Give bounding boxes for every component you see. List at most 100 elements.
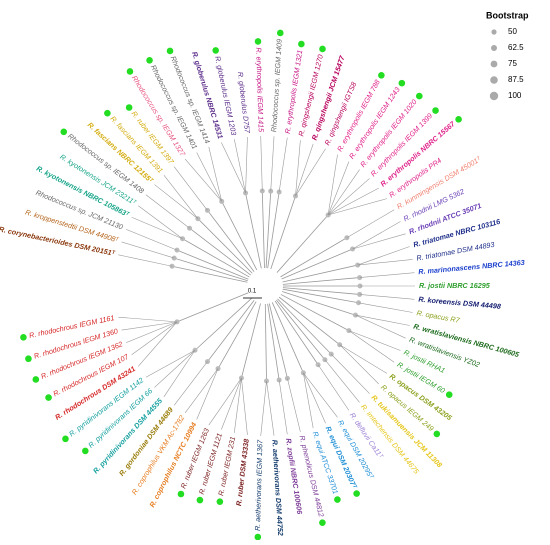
branch: [208, 146, 223, 202]
leaf-marker: [455, 116, 462, 123]
branch: [221, 377, 242, 430]
branch: [287, 378, 301, 432]
leaf-marker: [196, 496, 204, 504]
branch: [207, 210, 255, 272]
branch: [324, 359, 360, 403]
branch: [359, 272, 415, 278]
branch: [355, 314, 410, 326]
branch: [352, 233, 406, 250]
branch: [303, 372, 314, 429]
leaf-label: R. opacus R7: [416, 308, 461, 325]
branch: [121, 241, 175, 259]
branch: [163, 350, 196, 397]
legend-label: 50: [508, 27, 517, 36]
leaf-marker: [20, 334, 27, 341]
legend-label: 100: [508, 91, 522, 100]
branch: [266, 380, 275, 436]
branch: [260, 380, 267, 436]
branch: [295, 148, 326, 197]
leaf-marker: [378, 71, 385, 79]
leaf-marker: [126, 68, 134, 75]
leaf-marker: [254, 533, 262, 541]
branch: [241, 377, 248, 435]
branch: [245, 192, 262, 269]
leaf-marker: [212, 47, 220, 54]
branch: [268, 303, 288, 379]
branch: [327, 187, 379, 216]
branch: [276, 214, 329, 273]
leaf-label: Rhodococcus sp. IEGM 1409: [269, 39, 284, 133]
branch: [125, 229, 178, 251]
branch: [282, 291, 356, 316]
branch: [317, 364, 350, 411]
branch: [270, 195, 296, 270]
branch: [339, 344, 379, 385]
leaf-marker: [319, 45, 326, 53]
branch: [241, 303, 261, 379]
branch: [327, 161, 350, 216]
branch: [282, 288, 359, 304]
branch: [145, 194, 190, 229]
branch: [176, 292, 249, 323]
branch: [278, 296, 340, 346]
leaf-marker: [216, 498, 224, 505]
branch: [346, 209, 395, 238]
branch: [154, 184, 199, 219]
leaf-marker: [45, 394, 52, 401]
branch: [282, 264, 358, 283]
leaf-label: R. erythropolis IEGM 1415: [254, 47, 265, 133]
leaf-label: R. koreensis DSM 44498: [418, 295, 501, 311]
leaf-marker: [276, 29, 284, 37]
leaf-marker: [433, 430, 441, 438]
leaf-marker: [353, 490, 360, 497]
legend-symbol: [489, 91, 499, 101]
branch: [303, 372, 326, 424]
leaf-marker: [146, 57, 153, 64]
branch: [348, 330, 395, 363]
leaf-label: R. marinonascens NBRC 14363: [418, 258, 525, 276]
branch: [154, 350, 196, 388]
branch: [303, 372, 338, 418]
branch: [267, 191, 280, 269]
branch: [270, 136, 275, 192]
branch: [217, 301, 257, 369]
branch: [189, 227, 251, 276]
leaf-label: R. jostii NBRC 16295: [419, 281, 491, 290]
leaf-marker: [60, 128, 68, 136]
legend-box: [478, 6, 544, 110]
branch: [174, 257, 248, 282]
branch: [184, 368, 219, 414]
branch: [278, 137, 288, 193]
branch: [118, 254, 173, 267]
branch: [245, 137, 248, 194]
branch: [233, 139, 246, 194]
branch: [264, 303, 267, 381]
branch: [121, 321, 178, 331]
leaf-label: R. globerulus D757: [236, 71, 252, 134]
branch: [330, 353, 370, 394]
legend-symbol: [490, 76, 498, 84]
branch: [357, 246, 410, 266]
branch: [221, 201, 258, 271]
leaf-marker: [104, 109, 111, 117]
branch: [194, 297, 253, 351]
branch: [358, 302, 413, 313]
branch: [182, 238, 250, 278]
branch: [138, 321, 178, 367]
leaf-label: R. aetherivorans DSM 44752: [270, 439, 285, 536]
branch: [265, 191, 272, 269]
legend-title: Bootstrap: [486, 10, 529, 20]
branch: [282, 287, 360, 295]
leaf-marker: [82, 447, 89, 455]
branch: [163, 174, 199, 219]
leaf-marker: [432, 107, 439, 114]
branch: [271, 302, 304, 374]
legend-label: 62.5: [508, 43, 524, 52]
branch: [327, 154, 338, 216]
legend-label: 75: [508, 59, 517, 68]
branch: [131, 216, 183, 240]
leaf-marker: [62, 435, 69, 443]
branch: [131, 321, 178, 355]
leaf-marker: [298, 40, 305, 48]
